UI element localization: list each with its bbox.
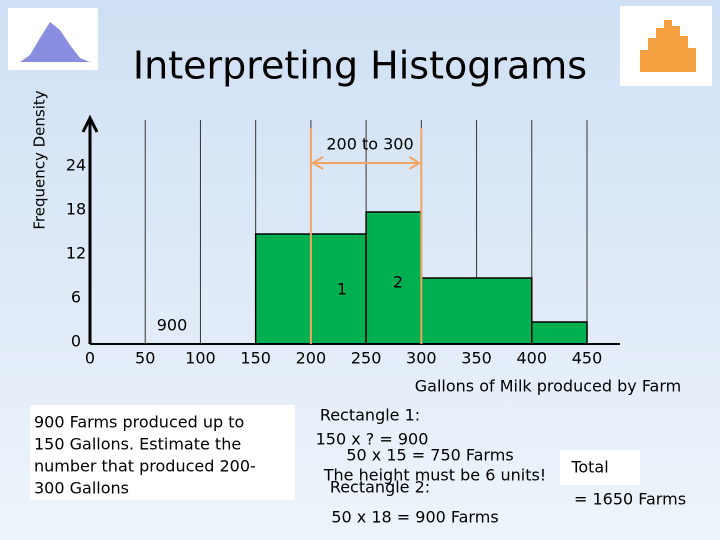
question-box [30, 405, 295, 500]
total-box [560, 450, 640, 485]
y-tick-label: 18 [66, 200, 86, 219]
x-tick-label: 250 [351, 349, 382, 368]
x-tick-label: 150 [240, 349, 271, 368]
question-line: 150 Gallons. Estimate the [34, 435, 241, 454]
x-tick-label: 450 [572, 349, 603, 368]
y-tick-label: 12 [66, 244, 86, 263]
working-line: Rectangle 1: [320, 406, 420, 425]
working-line: 50 x 15 = 750 Farms [346, 446, 513, 465]
question-line: 900 Farms produced up to [34, 413, 244, 432]
annotation: 900 [157, 316, 188, 335]
working-line: 50 x 18 = 900 Farms [331, 508, 498, 527]
x-tick-label: 50 [135, 349, 155, 368]
annotation: 2 [393, 273, 403, 292]
working-line: The height must be 6 units! [323, 466, 546, 485]
thumbnail-left [8, 8, 98, 70]
y-tick-label: 0 [71, 332, 81, 351]
working-line: Rectangle 2: [330, 478, 430, 497]
thumbnail-right [620, 6, 712, 86]
bar [531, 321, 588, 345]
x-tick-label: 300 [406, 349, 437, 368]
x-tick-label: 400 [517, 349, 548, 368]
working-line: 150 x ? = 900 [316, 430, 429, 449]
annotation: 1 [337, 280, 347, 299]
title: Interpreting Histograms [133, 44, 587, 88]
y-tick-label: 24 [66, 156, 86, 175]
total-value: = 1650 Farms [574, 490, 686, 509]
x-tick-label: 350 [461, 349, 492, 368]
question-line: 300 Gallons [34, 479, 129, 498]
annotation: 200 to 300 [326, 135, 413, 154]
x-axis-label: Gallons of Milk produced by Farm [415, 377, 681, 396]
x-tick-label: 100 [185, 349, 216, 368]
total-label: Total [570, 458, 608, 477]
y-tick-label: 6 [71, 288, 81, 307]
x-tick-label: 200 [296, 349, 327, 368]
y-axis-arrow [81, 114, 99, 133]
arrow-head [310, 156, 422, 170]
y-axis-label: Frequency Density [31, 90, 49, 229]
question-line: number that produced 200- [34, 457, 256, 476]
bar [420, 277, 533, 345]
x-tick-label: 0 [85, 349, 95, 368]
